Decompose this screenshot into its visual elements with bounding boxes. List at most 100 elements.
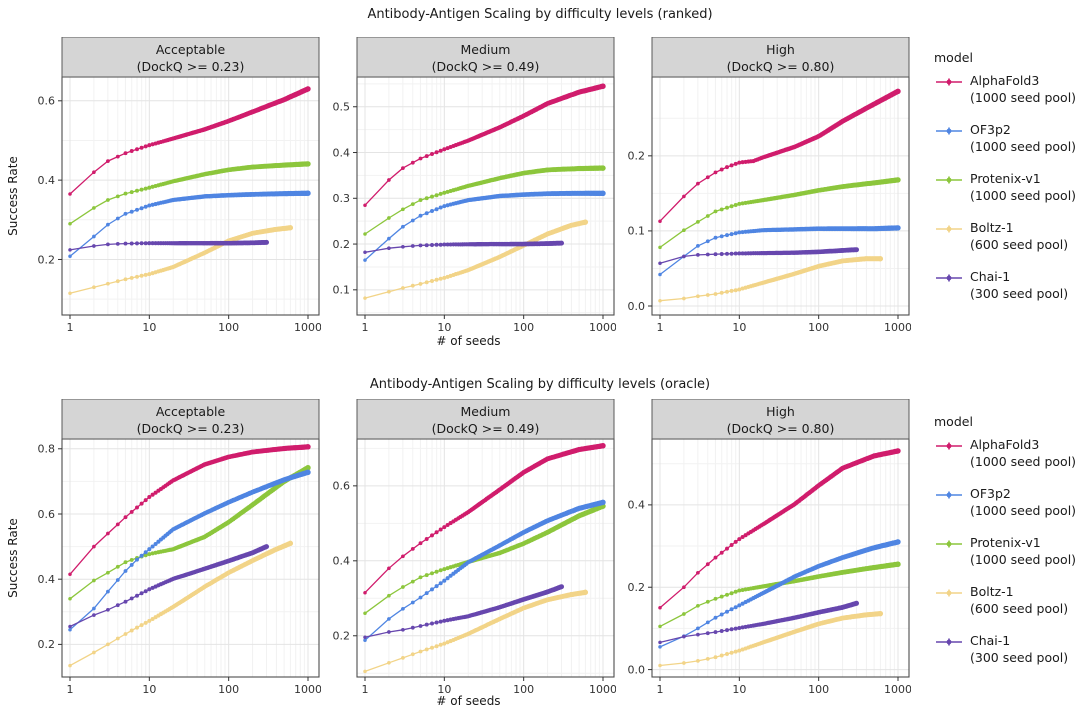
svg-text:Acceptable: Acceptable bbox=[156, 404, 226, 419]
legend-model-pool: (1000 seed pool) bbox=[970, 188, 1077, 203]
svg-text:1000: 1000 bbox=[294, 321, 321, 334]
svg-text:10: 10 bbox=[437, 683, 451, 696]
legend-model-name: Chai-1 bbox=[970, 269, 1011, 284]
legend-key-line-icon bbox=[936, 176, 962, 184]
legend-key-line-icon bbox=[936, 540, 962, 548]
svg-text:0.2: 0.2 bbox=[628, 581, 646, 594]
svg-text:1000: 1000 bbox=[294, 683, 321, 696]
legend-model-name: OF3p2 bbox=[970, 486, 1011, 501]
legend-key-line-icon bbox=[936, 491, 962, 499]
svg-text:10: 10 bbox=[732, 321, 746, 334]
facet-acceptable-ranked: 0.2 0.4 0.6 1 10 100 1000 Acceptable (DockQ >= 0… bbox=[38, 37, 321, 334]
svg-text:0.4: 0.4 bbox=[38, 174, 56, 187]
legend-model-pool: (300 seed pool) bbox=[970, 286, 1069, 301]
svg-text:Medium: Medium bbox=[461, 404, 511, 419]
legend-entry-alphafold3: AlphaFold3 (1000 seed pool) bbox=[934, 72, 1080, 106]
svg-text:0.6: 0.6 bbox=[333, 480, 351, 493]
svg-text:10: 10 bbox=[732, 683, 746, 696]
facet-high-oracle: 0.0 0.2 0.4 1 10 100 1000 High (DockQ >= 0.80) bbox=[628, 399, 911, 696]
svg-text:0.4: 0.4 bbox=[38, 573, 56, 586]
legend-model-pool: (1000 seed pool) bbox=[970, 139, 1077, 154]
svg-text:High: High bbox=[766, 404, 795, 419]
legend-entry-protenix-v1: Protenix-v1 (1000 seed pool) bbox=[934, 170, 1080, 204]
svg-text:0.2: 0.2 bbox=[333, 238, 351, 251]
svg-text:10: 10 bbox=[142, 683, 156, 696]
legend-model-name: Boltz-1 bbox=[970, 584, 1014, 599]
legend-entry-boltz-1: Boltz-1 (600 seed pool) bbox=[934, 219, 1080, 253]
svg-text:1000: 1000 bbox=[589, 683, 616, 696]
figure-title: Antibody-Antigen Scaling by difficulty l… bbox=[367, 7, 713, 22]
svg-text:1: 1 bbox=[362, 321, 369, 334]
svg-text:1: 1 bbox=[67, 321, 74, 334]
x-axis-title: # of seeds bbox=[436, 694, 501, 708]
svg-text:100: 100 bbox=[808, 683, 829, 696]
svg-text:100: 100 bbox=[218, 321, 239, 334]
svg-text:0.0: 0.0 bbox=[628, 663, 646, 676]
legend-model-name: AlphaFold3 bbox=[970, 73, 1040, 88]
facet-row: 0.2 0.4 0.6 1 10 100 1000 Acceptable (DockQ >= 0… bbox=[26, 37, 911, 339]
legend-key-line-icon bbox=[936, 442, 962, 450]
legend-title: model bbox=[934, 50, 973, 65]
svg-text:0.1: 0.1 bbox=[333, 284, 351, 297]
svg-text:0.4: 0.4 bbox=[628, 499, 646, 512]
y-axis-title: Success Rate bbox=[6, 518, 20, 598]
svg-text:0.4: 0.4 bbox=[333, 146, 351, 159]
legend-key-line-icon bbox=[936, 127, 962, 135]
svg-text:1000: 1000 bbox=[884, 683, 911, 696]
svg-text:1: 1 bbox=[657, 321, 664, 334]
svg-text:0.6: 0.6 bbox=[38, 95, 56, 108]
legend-model-pool: (1000 seed pool) bbox=[970, 552, 1077, 567]
svg-text:0.2: 0.2 bbox=[333, 630, 351, 643]
svg-text:(DockQ >= 0.80): (DockQ >= 0.80) bbox=[727, 421, 835, 436]
svg-text:0.1: 0.1 bbox=[628, 225, 646, 238]
legend-key-line-icon bbox=[936, 638, 962, 646]
svg-text:(DockQ >= 0.49): (DockQ >= 0.49) bbox=[432, 421, 540, 436]
svg-text:(DockQ >= 0.49): (DockQ >= 0.49) bbox=[432, 59, 540, 74]
svg-text:0.0: 0.0 bbox=[628, 300, 646, 313]
legend-key-line-icon bbox=[936, 274, 962, 282]
svg-text:(DockQ >= 0.80): (DockQ >= 0.80) bbox=[727, 59, 835, 74]
svg-text:100: 100 bbox=[808, 321, 829, 334]
figure-ranked: Antibody-Antigen Scaling by difficulty l… bbox=[6, 7, 1080, 348]
svg-text:1: 1 bbox=[362, 683, 369, 696]
legend: model AlphaFold3 (1000 seed pool) OF3p2 … bbox=[934, 414, 1080, 681]
svg-text:0.8: 0.8 bbox=[38, 443, 56, 456]
svg-text:0.2: 0.2 bbox=[628, 150, 646, 163]
svg-text:High: High bbox=[766, 42, 795, 57]
svg-text:0.4: 0.4 bbox=[333, 555, 351, 568]
legend-entry-of3p2: OF3p2 (1000 seed pool) bbox=[934, 485, 1080, 519]
legend-key-line-icon bbox=[936, 225, 962, 233]
facet-medium-oracle: 0.2 0.4 0.6 1 10 100 1000 Medium (DockQ >= 0.49) bbox=[333, 399, 616, 696]
svg-text:100: 100 bbox=[218, 683, 239, 696]
svg-text:Acceptable: Acceptable bbox=[156, 42, 226, 57]
svg-text:0.2: 0.2 bbox=[38, 638, 56, 651]
legend-title: model bbox=[934, 414, 973, 429]
svg-text:10: 10 bbox=[437, 321, 451, 334]
legend-model-name: OF3p2 bbox=[970, 122, 1011, 137]
legend-entry-boltz-1: Boltz-1 (600 seed pool) bbox=[934, 583, 1080, 617]
legend-model-name: Protenix-v1 bbox=[970, 171, 1041, 186]
figure-oracle: Antibody-Antigen Scaling by difficulty l… bbox=[0, 354, 1080, 708]
svg-text:0.5: 0.5 bbox=[333, 101, 351, 114]
facet-acceptable-oracle: 0.2 0.4 0.6 0.8 1 10 100 1000 Acceptable (DockQ >… bbox=[38, 399, 321, 696]
legend-model-name: Chai-1 bbox=[970, 633, 1011, 648]
legend-entry-protenix-v1: Protenix-v1 (1000 seed pool) bbox=[934, 534, 1080, 568]
legend-entry-alphafold3: AlphaFold3 (1000 seed pool) bbox=[934, 436, 1080, 470]
svg-text:(DockQ >= 0.23): (DockQ >= 0.23) bbox=[137, 421, 245, 436]
legend-model-pool: (600 seed pool) bbox=[970, 237, 1069, 252]
legend-entry-chai-1: Chai-1 (300 seed pool) bbox=[934, 632, 1080, 666]
legend: model AlphaFold3 (1000 seed pool) OF3p2 … bbox=[934, 50, 1080, 317]
legend-model-name: AlphaFold3 bbox=[970, 437, 1040, 452]
svg-text:0.6: 0.6 bbox=[38, 508, 56, 521]
svg-text:1000: 1000 bbox=[589, 321, 616, 334]
legend-model-pool: (1000 seed pool) bbox=[970, 90, 1077, 105]
svg-text:100: 100 bbox=[513, 321, 534, 334]
legend-model-name: Boltz-1 bbox=[970, 220, 1014, 235]
svg-text:1: 1 bbox=[657, 683, 664, 696]
svg-text:0.3: 0.3 bbox=[333, 192, 351, 205]
x-axis-title: # of seeds bbox=[436, 334, 501, 348]
legend-key-line-icon bbox=[936, 78, 962, 86]
svg-text:100: 100 bbox=[513, 683, 534, 696]
legend-model-pool: (300 seed pool) bbox=[970, 650, 1069, 665]
